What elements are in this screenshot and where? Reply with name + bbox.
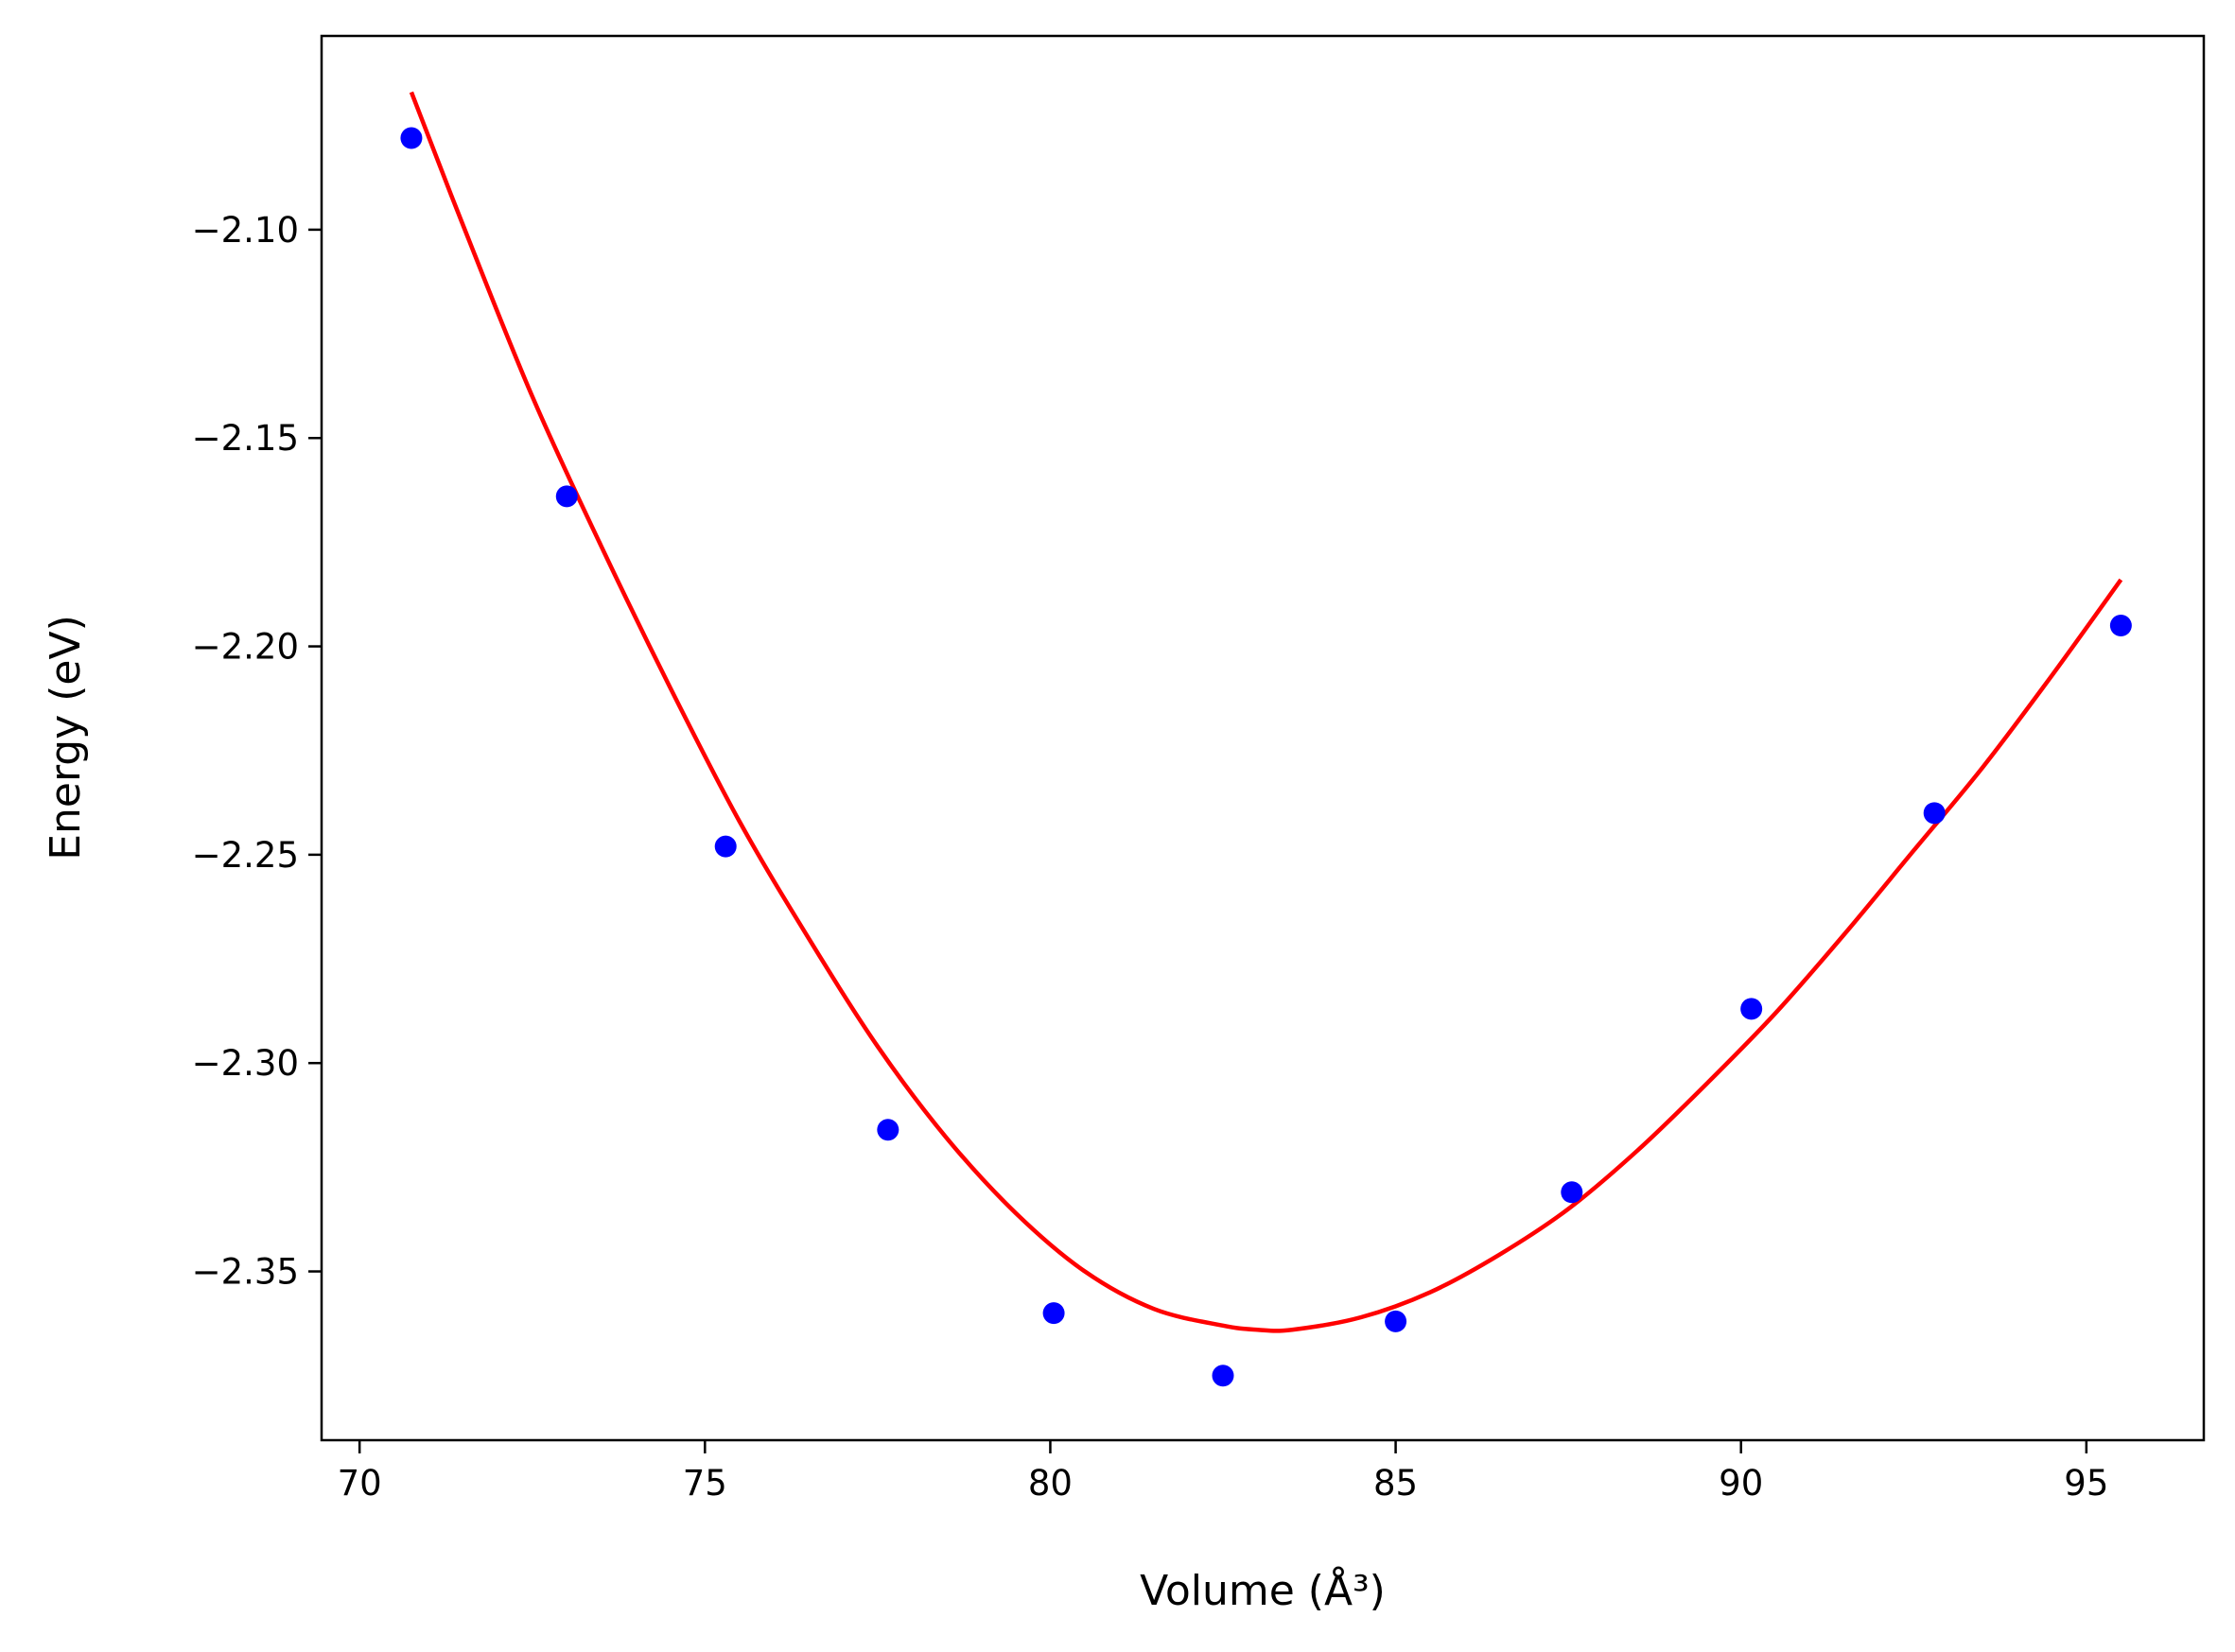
y-axis-ticks: −2.10 −2.15 −2.20 −2.25 −2.30 −2.35 xyxy=(192,210,322,1293)
y-tick-label: −2.20 xyxy=(192,627,299,668)
x-axis-label: Volume (Å³) xyxy=(1140,1565,1386,1615)
data-point xyxy=(1212,1365,1234,1387)
y-tick-label: −2.25 xyxy=(192,835,299,876)
y-tick-label: −2.35 xyxy=(192,1252,299,1293)
data-point xyxy=(555,485,578,508)
x-tick-label: 85 xyxy=(1373,1463,1418,1504)
data-point xyxy=(2109,615,2132,637)
plot-frame xyxy=(320,34,2206,1442)
x-tick-label: 80 xyxy=(1028,1463,1073,1504)
fit-curve-layer xyxy=(409,91,2123,1333)
y-axis-label: Energy (eV) xyxy=(42,615,90,861)
y-tick-label: −2.30 xyxy=(192,1043,299,1084)
x-tick-label: 95 xyxy=(2064,1463,2108,1504)
data-point xyxy=(877,1119,899,1141)
x-tick-label: 75 xyxy=(683,1463,727,1504)
x-tick-label: 90 xyxy=(1719,1463,1763,1504)
data-point xyxy=(1385,1310,1407,1332)
data-point xyxy=(1923,802,1946,825)
data-point xyxy=(1042,1302,1065,1325)
data-point xyxy=(714,835,737,858)
x-axis-ticks: 70 75 80 85 90 95 xyxy=(338,1440,2108,1504)
data-point xyxy=(1740,998,1763,1020)
data-point xyxy=(400,127,423,149)
data-point xyxy=(1561,1181,1583,1204)
x-tick-label: 70 xyxy=(338,1463,382,1504)
y-tick-label: −2.10 xyxy=(192,210,299,251)
fit-curve-line xyxy=(409,91,2123,1333)
y-tick-label: −2.15 xyxy=(192,418,299,459)
data-points-layer xyxy=(400,127,2132,1387)
